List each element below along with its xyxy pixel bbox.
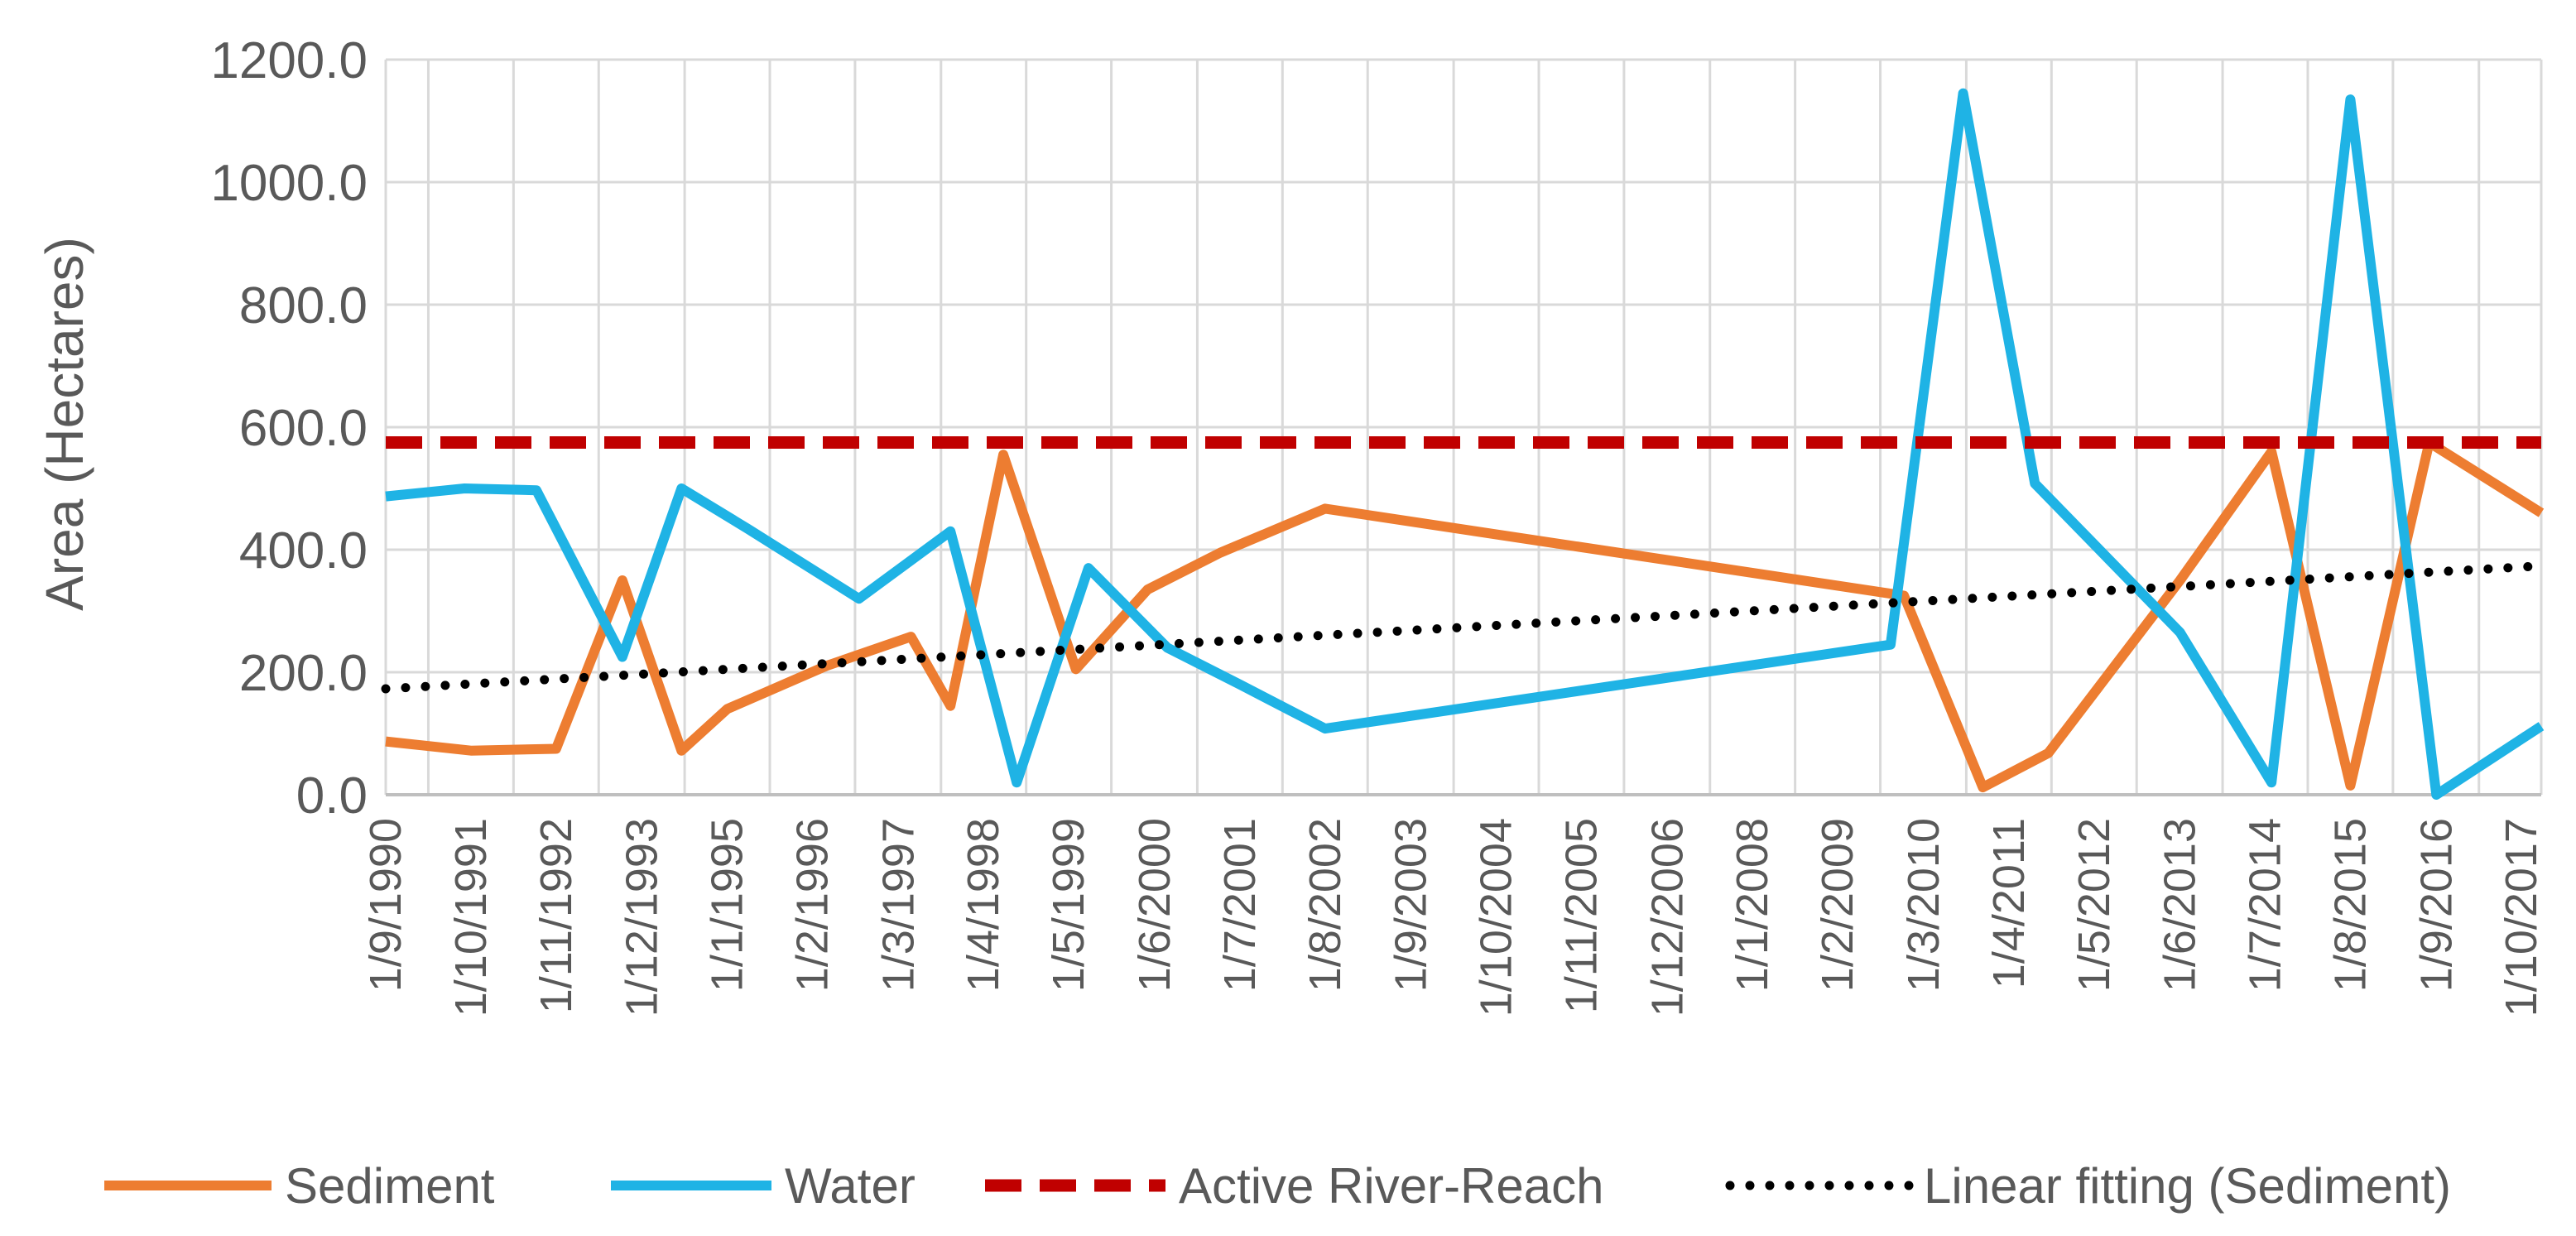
legend-label: Active River-Reach [1179,1158,1604,1214]
x-tick-label: 1/6/2013 [2155,818,2205,992]
y-axis-label: Area (Hectares) [35,237,94,611]
y-tick-labels: 0.0 200.0 400.0 600.0 800.0 1000.0 1200.0 [210,32,368,825]
y-tick-label: 1000.0 [210,155,368,212]
y-tick-label: 1200.0 [210,32,368,89]
horizontal-gridlines [386,58,2541,796]
axes [384,60,2543,796]
x-tick-label: 1/2/1996 [787,818,837,992]
x-tick-label: 1/12/2006 [1642,818,1692,1017]
x-tick-label: 1/4/2011 [1984,818,2034,988]
x-tick-label: 1/10/1991 [446,818,496,1017]
legend-label: Sediment [285,1158,495,1214]
x-tick-label: 1/6/2000 [1130,818,1180,992]
x-tick-label: 1/1/2008 [1728,818,1777,992]
series-line-sediment [385,437,2545,793]
series-lines [381,88,2545,800]
x-tick-label: 1/8/2015 [2325,818,2375,992]
x-tick-label: 1/7/2001 [1215,818,1265,992]
x-tick-label: 1/11/1992 [531,818,581,1013]
y-tick-label: 200.0 [239,645,368,702]
x-tick-label: 1/3/2010 [1899,818,1949,992]
y-tick-label: 600.0 [239,400,368,457]
x-tick-label: 1/11/2005 [1556,818,1606,1013]
y-tick-label: 0.0 [296,767,368,825]
x-tick-label: 1/2/2009 [1813,818,1862,992]
x-tick-label: 1/12/1993 [618,818,667,1017]
y-tick-label: 800.0 [239,277,368,334]
x-tick-label: 1/4/1998 [959,818,1008,992]
x-tick-label: 1/1/1995 [703,818,752,992]
x-tick-label: 1/9/2003 [1387,818,1436,992]
series-line-linear-fitting-sediment [381,561,2540,694]
x-tick-label: 1/10/2017 [2497,818,2546,1017]
x-tick-label: 1/5/2012 [2069,818,2119,992]
legend-label: Water [785,1158,916,1214]
y-tick-label: 400.0 [239,522,368,580]
x-tick-labels: 1/9/1990 1/10/1991 1/11/1992 1/12/1993 1/1/1… [361,818,2546,1017]
legend-label: Linear fitting (Sediment) [1924,1158,2451,1214]
x-tick-label: 1/9/2016 [2411,818,2461,992]
x-tick-label: 1/7/2014 [2241,818,2290,992]
x-tick-label: 1/3/1997 [873,818,923,992]
x-tick-label: 1/10/2004 [1472,818,1521,1017]
legend: Sediment Water Active River-Reach Linear fi… [104,1158,2451,1214]
x-tick-label: 1/8/2002 [1300,818,1350,992]
series-line-water [385,88,2545,800]
x-tick-label: 1/9/1990 [361,818,411,992]
x-tick-label: 1/5/1999 [1044,818,1093,992]
